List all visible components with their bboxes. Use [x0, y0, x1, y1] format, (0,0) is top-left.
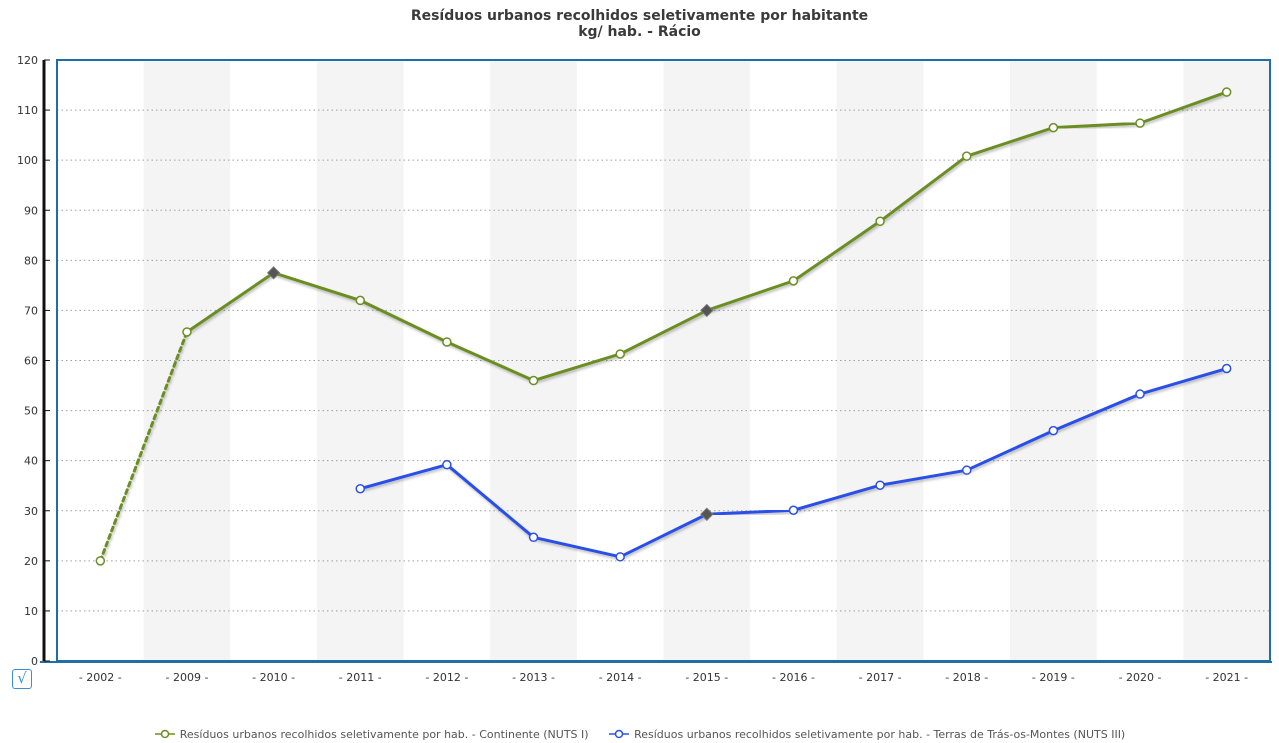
data-point — [182, 327, 192, 337]
series-line-segment — [532, 352, 622, 383]
series-line-segment — [358, 463, 449, 491]
x-tick-label: - 2017 - — [859, 671, 902, 684]
series-line-segment — [532, 535, 622, 559]
x-tick-label: - 2013 - — [512, 671, 555, 684]
data-point — [95, 556, 106, 566]
series-line-segment — [1138, 367, 1229, 396]
series-line-segment — [445, 340, 536, 383]
chart-subtitle: kg/ hab. - Rácio — [578, 24, 701, 40]
data-point — [788, 276, 799, 286]
data-point — [442, 459, 452, 470]
data-point — [1048, 122, 1059, 133]
series-line-segment — [791, 483, 882, 512]
series-line-segment — [965, 429, 1055, 472]
data-point — [1135, 118, 1145, 128]
legend-marker-terras-de-tras-os-montes — [609, 729, 630, 739]
series-line-segment — [1051, 392, 1142, 433]
column-band — [316, 60, 404, 661]
series-layer — [95, 87, 1232, 566]
legend-item-terras-de-tras-os-montes[interactable]: Resíduos urbanos recolhidos seletivament… — [608, 728, 1125, 742]
y-tick-label: 70 — [24, 304, 38, 317]
x-tick-label: - 2019 - — [1032, 671, 1075, 684]
y-tick-label: 80 — [24, 254, 38, 267]
x-tick-label: - 2010 - — [252, 671, 295, 684]
data-point — [355, 483, 365, 494]
series-line-segment — [98, 330, 189, 563]
series-1 — [355, 363, 1232, 562]
y-tick-label: 60 — [24, 355, 38, 368]
x-tick-label: - 2018 - — [945, 671, 988, 684]
x-axis-ticks: - 2002 - - 2009 - - 2010 - - 2011 - - 2012 -… — [79, 671, 1248, 684]
x-tick-label: - 2014 - — [599, 671, 642, 684]
y-tick-label: 40 — [24, 455, 38, 468]
x-tick-label: - 2009 - — [165, 671, 208, 684]
column-band — [1183, 60, 1270, 661]
column-band — [663, 60, 751, 661]
data-point — [788, 505, 799, 515]
data-point — [355, 295, 365, 306]
x-tick-label: - 2016 - — [772, 671, 815, 684]
data-point — [875, 480, 885, 490]
data-point — [528, 375, 539, 386]
series-line-segment — [705, 508, 795, 516]
y-tick-label: 120 — [17, 54, 38, 67]
series-toggle-checkbox[interactable]: √ — [12, 669, 32, 689]
y-tick-label: 10 — [24, 605, 38, 618]
series-line-segment — [878, 154, 969, 223]
data-point-diamond — [700, 303, 714, 318]
x-tick-label: - 2011 - — [339, 671, 382, 684]
x-tick-label: - 2015 - — [685, 671, 728, 684]
data-point — [1221, 87, 1232, 97]
y-tick-label: 110 — [17, 104, 38, 117]
series-0 — [95, 87, 1232, 566]
data-point — [528, 532, 539, 543]
data-point — [875, 216, 885, 227]
series-line-segment — [618, 512, 709, 559]
x-tick-label: - 2002 - — [79, 671, 122, 684]
data-point — [1135, 389, 1145, 399]
legend: Resíduos urbanos recolhidos seletivament… — [0, 728, 1279, 742]
series-line-segment — [272, 271, 362, 302]
data-point — [1221, 363, 1232, 374]
x-tick-label: - 2021 - — [1205, 671, 1248, 684]
y-tick-label: 100 — [17, 154, 38, 167]
y-tick-label: 0 — [31, 655, 38, 668]
series-line-segment — [445, 463, 536, 539]
series-line-segment — [1051, 121, 1142, 130]
x-tick-label: - 2020 - — [1119, 671, 1162, 684]
data-point — [442, 337, 452, 347]
series-line-segment — [1138, 90, 1229, 125]
y-axis-ticks: 0 10 20 30 40 50 60 70 80 90 100 110 120 — [17, 54, 50, 668]
data-point — [615, 349, 625, 359]
legend-label-terras-de-tras-os-montes: Resíduos urbanos recolhidos seletivament… — [634, 728, 1126, 741]
series-line-segment — [791, 219, 882, 283]
series-line-segment — [185, 271, 276, 334]
legend-label-continente: Resíduos urbanos recolhidos seletivament… — [179, 728, 589, 741]
data-point-diamond — [700, 507, 714, 521]
series-line-segment — [705, 279, 795, 312]
legend-item-continente[interactable]: Resíduos urbanos recolhidos seletivament… — [154, 728, 589, 742]
chart-title-block: Resíduos urbanos recolhidos seletivament… — [0, 8, 1279, 40]
y-tick-label: 90 — [24, 204, 38, 217]
x-tick-label: - 2012 - — [425, 671, 468, 684]
series-line-segment — [965, 126, 1055, 158]
data-point-diamond — [266, 266, 281, 280]
series-line-segment — [618, 308, 709, 356]
chart-title: Resíduos urbanos recolhidos seletivament… — [410, 8, 869, 24]
series-line-segment — [358, 298, 449, 344]
data-point — [1048, 425, 1059, 436]
y-tick-label: 20 — [24, 555, 38, 568]
y-tick-label: 30 — [24, 505, 38, 518]
data-point — [962, 465, 972, 475]
legend-marker-continente — [154, 729, 175, 739]
series-line-segment — [878, 468, 969, 487]
y-tick-label: 50 — [24, 405, 38, 418]
data-point — [615, 552, 625, 562]
data-point — [962, 151, 972, 161]
